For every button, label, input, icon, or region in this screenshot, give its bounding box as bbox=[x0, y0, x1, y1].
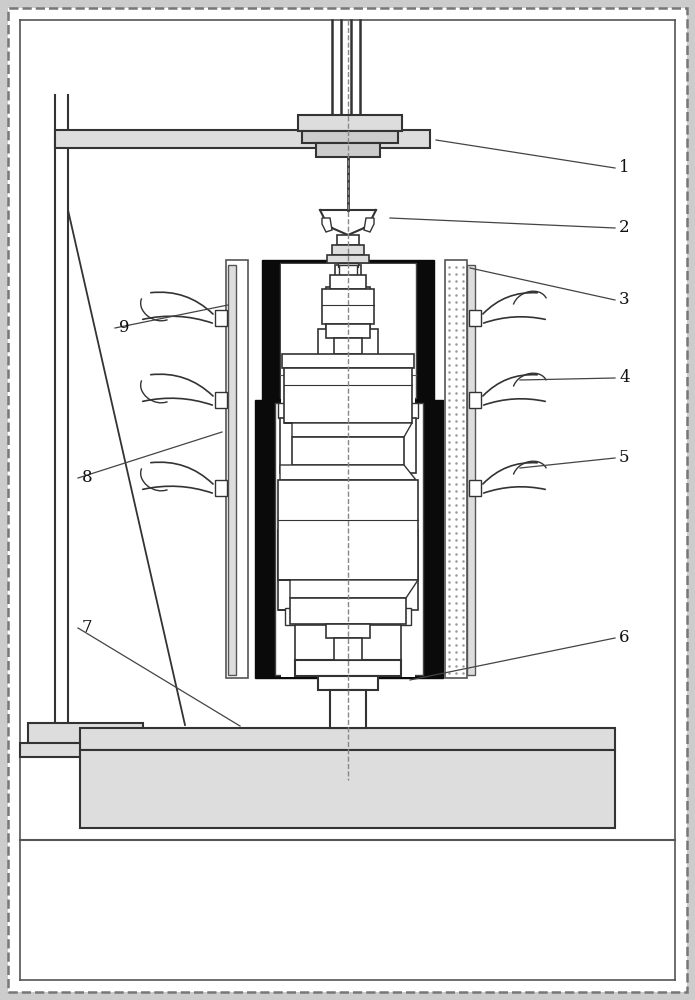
Bar bbox=[215, 310, 227, 326]
Bar bbox=[290, 598, 406, 624]
Bar bbox=[262, 260, 434, 400]
Bar bbox=[278, 480, 418, 580]
Text: 6: 6 bbox=[619, 630, 630, 647]
Bar bbox=[298, 115, 402, 131]
Bar bbox=[334, 338, 362, 354]
Polygon shape bbox=[364, 218, 374, 232]
Bar bbox=[80, 728, 615, 750]
Polygon shape bbox=[285, 608, 411, 625]
Bar bbox=[284, 368, 412, 423]
Bar bbox=[326, 287, 370, 329]
Bar bbox=[278, 530, 418, 610]
Bar bbox=[280, 263, 416, 398]
Bar bbox=[330, 275, 366, 289]
Bar bbox=[327, 255, 369, 263]
Bar bbox=[228, 265, 236, 675]
Bar bbox=[467, 265, 475, 675]
Bar bbox=[80, 750, 615, 828]
Text: 8: 8 bbox=[82, 470, 92, 487]
Bar bbox=[337, 235, 359, 245]
Bar bbox=[318, 676, 378, 690]
Bar bbox=[295, 625, 401, 660]
Text: 9: 9 bbox=[119, 320, 129, 336]
Text: 3: 3 bbox=[619, 292, 630, 308]
Bar bbox=[292, 437, 404, 465]
Bar bbox=[316, 143, 380, 157]
Bar bbox=[318, 329, 378, 357]
Polygon shape bbox=[284, 423, 412, 437]
Bar bbox=[55, 130, 430, 148]
Bar bbox=[469, 392, 481, 408]
Bar bbox=[322, 289, 374, 324]
Bar bbox=[215, 480, 227, 496]
Bar bbox=[469, 310, 481, 326]
Bar bbox=[330, 357, 366, 375]
Polygon shape bbox=[280, 511, 416, 530]
Bar bbox=[281, 264, 415, 677]
Bar bbox=[278, 403, 418, 418]
Bar bbox=[282, 354, 414, 368]
Bar bbox=[445, 260, 467, 678]
Bar bbox=[469, 480, 481, 496]
Bar bbox=[339, 265, 357, 275]
Polygon shape bbox=[280, 465, 416, 480]
Bar bbox=[326, 324, 370, 338]
Text: 2: 2 bbox=[619, 220, 630, 236]
Bar bbox=[275, 403, 423, 675]
Polygon shape bbox=[278, 610, 380, 628]
Bar bbox=[20, 743, 150, 757]
Polygon shape bbox=[322, 218, 332, 232]
Bar bbox=[335, 265, 361, 287]
Polygon shape bbox=[295, 473, 401, 486]
Bar bbox=[334, 638, 362, 660]
Bar bbox=[295, 486, 401, 511]
Bar bbox=[332, 245, 364, 255]
Bar bbox=[215, 392, 227, 408]
Bar bbox=[330, 690, 366, 728]
Bar bbox=[326, 624, 370, 638]
Text: 5: 5 bbox=[619, 450, 630, 466]
Bar bbox=[226, 260, 248, 678]
Text: 4: 4 bbox=[619, 369, 630, 386]
Text: 1: 1 bbox=[619, 159, 630, 176]
Bar bbox=[295, 660, 401, 676]
Bar bbox=[280, 418, 416, 473]
Bar bbox=[255, 400, 443, 678]
Bar bbox=[338, 263, 358, 267]
Text: 7: 7 bbox=[82, 619, 92, 637]
Bar bbox=[28, 723, 143, 745]
Polygon shape bbox=[278, 580, 418, 598]
Bar bbox=[302, 131, 398, 143]
